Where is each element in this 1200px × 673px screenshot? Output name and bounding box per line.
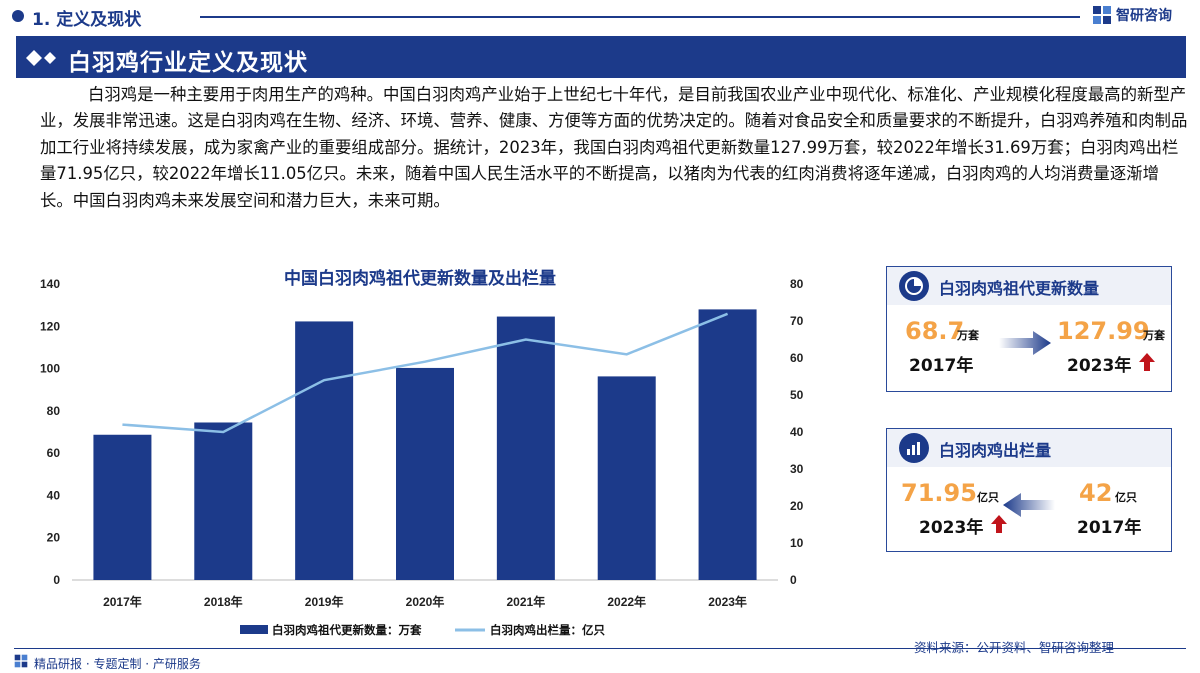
page-title: 白羽鸡行业定义及现状 [68,50,308,76]
year-2023: 2023年 [919,518,984,538]
y-right-tick-label: 80 [790,277,804,291]
title-bar: 白羽鸡行业定义及现状 [16,36,1186,78]
x-tick-label: 2023年 [708,594,747,609]
y-left-tick-label: 40 [47,488,61,502]
y-left-tick-label: 140 [40,277,60,291]
y-right-tick-label: 0 [790,573,797,587]
legend-line-label: 白羽肉鸡出栏量：亿只 [490,623,605,637]
value-2017: 68.7 [905,317,965,345]
intro-paragraph: 白羽鸡是一种主要用于肉用生产的鸡种。中国白羽肉鸡产业始于上世纪七十年代，是目前我… [40,85,1188,210]
bar-breeding-stock [295,321,354,580]
footer-divider [14,648,1186,649]
diamond-decoration-icon [26,50,56,66]
brand-logo-icon [14,654,28,668]
section-bullet-icon [12,10,24,22]
card-header: 白羽肉鸡祖代更新数量 [887,267,1171,305]
y-left-tick-label: 120 [40,319,60,333]
x-tick-label: 2019年 [305,594,344,609]
y-left-tick-label: 100 [40,362,60,376]
bar-breeding-stock [396,367,454,580]
line-series-output [122,312,729,434]
value-2023: 71.95 [901,479,977,507]
year-2017: 2017年 [1077,518,1142,538]
legend-bar-swatch [240,625,268,634]
bar-breeding-stock [698,309,757,580]
value-2023: 127.99 [1057,317,1150,345]
card-title: 白羽肉鸡出栏量 [939,441,1052,460]
y-right-tick-label: 70 [790,314,804,328]
card-header: 白羽肉鸡出栏量 [887,429,1171,467]
brand: 智研咨询 [1092,5,1172,25]
year-2017: 2017年 [909,356,974,376]
top-header: 1. 定义及现状 智研咨询 [0,0,1200,34]
data-source: 资料来源：公开资料、智研咨询整理 [914,640,1115,655]
y-right-tick-label: 10 [790,536,804,550]
y-right-tick-label: 20 [790,499,804,513]
chart-pie-icon [899,271,929,301]
arrow-right-icon [999,331,1051,355]
bar-chart-icon [899,433,929,463]
arrow-left-icon [1003,493,1055,517]
unit-2017: 亿只 [1115,491,1137,504]
bar-breeding-stock [496,316,555,580]
slaughter-card: 白羽肉鸡出栏量 71.95 亿只 2023年 42 亿只 2017年 [886,428,1172,552]
y-left-tick-label: 60 [47,446,61,460]
unit-2023: 万套 [1143,329,1165,342]
x-tick-label: 2021年 [507,594,546,609]
chart-title: 中国白羽肉鸡祖代更新数量及出栏量 [284,268,556,288]
bar-breeding-stock [597,376,656,580]
card-title: 白羽肉鸡祖代更新数量 [939,279,1100,298]
legend-bar-label: 白羽肉鸡祖代更新数量：万套 [272,623,422,637]
y-left-tick-label: 20 [47,531,61,545]
bar-breeding-stock [93,434,152,580]
footer-tagline: 精品研报 · 专题定制 · 产研服务 [34,657,201,671]
year-2023: 2023年 [1067,356,1132,376]
x-tick-label: 2017年 [103,594,142,609]
bar-breeding-stock [194,422,253,580]
breeding-stock-card: 白羽肉鸡祖代更新数量 68.7 万套 2017年 127.99 万套 2023年 [886,266,1172,392]
up-arrow-icon [1139,353,1155,371]
y-right-tick-label: 40 [790,425,804,439]
brand-name: 智研咨询 [1116,8,1172,24]
y-left-tick-label: 80 [47,404,61,418]
unit-2023: 亿只 [977,491,999,504]
header-divider [200,16,1080,18]
value-2017: 42 [1079,479,1113,507]
y-left-tick-label: 0 [53,573,60,587]
y-right-tick-label: 60 [790,351,804,365]
x-tick-label: 2022年 [607,594,646,609]
combo-chart: 中国白羽肉鸡祖代更新数量及出栏量 0 20 40 60 80 100 120 140 0 10 2… [40,268,804,637]
y-right-tick-label: 50 [790,388,804,402]
y-right-tick-label: 30 [790,462,804,476]
x-tick-label: 2018年 [204,594,243,609]
footer: 精品研报 · 专题定制 · 产研服务 [0,648,1200,673]
unit-2017: 万套 [957,329,979,342]
brand-logo-icon [1093,6,1111,24]
section-label: 1. 定义及现状 [32,10,142,30]
up-arrow-icon [991,515,1007,533]
x-tick-label: 2020年 [406,594,445,609]
